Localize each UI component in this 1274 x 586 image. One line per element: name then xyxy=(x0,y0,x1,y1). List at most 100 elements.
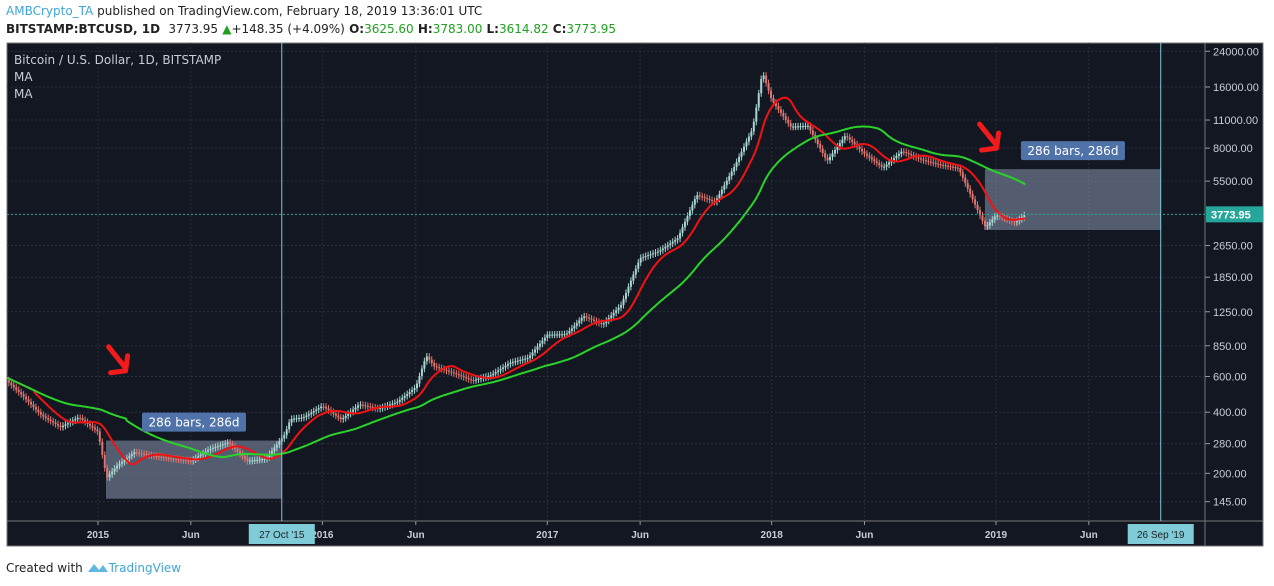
candle-body xyxy=(263,458,266,460)
candle-body xyxy=(511,362,514,364)
legend-ma-fast[interactable]: MA xyxy=(14,70,33,84)
price-chart[interactable]: 286 bars, 286d 286 bars, 286d 24000.00 1600… xyxy=(0,0,1274,560)
candle-body xyxy=(750,131,753,137)
candle-body xyxy=(214,447,217,449)
candle-body xyxy=(17,389,20,393)
candle-body xyxy=(888,162,891,165)
x-tick-label: Jun xyxy=(1080,530,1098,541)
candle-body xyxy=(182,459,185,461)
candle-body xyxy=(742,146,745,152)
candle-body xyxy=(1023,215,1026,218)
candle-body xyxy=(123,459,126,462)
candle-body xyxy=(674,240,677,242)
candle-body xyxy=(543,337,546,341)
candle-body xyxy=(829,156,832,161)
candle-body xyxy=(393,402,396,404)
plot-pane[interactable]: 286 bars, 286d 286 bars, 286d xyxy=(4,43,1205,521)
candle-body xyxy=(949,166,952,168)
candle-body xyxy=(526,357,529,359)
candle-body xyxy=(39,412,42,415)
candle-body xyxy=(116,465,119,469)
candle-body xyxy=(275,444,278,448)
tradingview-link[interactable]: TradingView xyxy=(108,561,182,575)
candle-body xyxy=(713,200,716,202)
ma-fast-line[interactable] xyxy=(4,96,1026,466)
candle-body xyxy=(138,452,141,454)
candle-body xyxy=(934,162,937,164)
candle-body xyxy=(831,153,834,157)
candle-body xyxy=(103,454,106,469)
candle-body xyxy=(379,408,382,410)
candle-body xyxy=(649,254,652,256)
candle-body xyxy=(536,346,539,350)
candle-body xyxy=(477,378,480,380)
candle-body xyxy=(907,153,910,155)
candle-body xyxy=(956,167,959,169)
candle-body xyxy=(408,392,411,395)
candle-body xyxy=(327,408,330,411)
candle-body xyxy=(288,422,291,430)
candle-body xyxy=(452,372,455,374)
legend-ma-slow[interactable]: MA xyxy=(14,87,33,101)
candle-body xyxy=(261,459,264,461)
candle-body xyxy=(315,409,318,412)
candle-body xyxy=(802,126,805,128)
candle-body xyxy=(979,210,982,216)
candle-body xyxy=(59,425,62,428)
candle-body xyxy=(583,316,586,319)
candle-body xyxy=(202,453,205,455)
candle-body xyxy=(519,359,522,361)
candle-body xyxy=(593,319,596,321)
candle-body xyxy=(971,193,974,200)
candle-body xyxy=(302,417,305,419)
candle-body xyxy=(462,376,465,378)
ma-slow-line[interactable] xyxy=(4,125,1026,459)
candle-body xyxy=(79,417,82,419)
candle-body xyxy=(251,460,254,462)
candle-body xyxy=(703,197,706,199)
candle-body xyxy=(620,304,623,308)
candle-body xyxy=(354,407,357,410)
open-value: 3625.60 xyxy=(364,22,414,36)
candle-body xyxy=(54,422,57,425)
candle-body xyxy=(224,443,227,445)
candle-body xyxy=(885,164,888,167)
candle-body xyxy=(295,418,298,420)
candle-body xyxy=(15,387,18,390)
candle-body xyxy=(81,418,84,421)
candle-body xyxy=(283,435,286,439)
candle-body xyxy=(84,420,87,422)
candle-body xyxy=(20,392,23,395)
x-tick-label: Jun xyxy=(407,530,425,541)
candle-body xyxy=(445,369,448,371)
candle-body xyxy=(467,378,470,380)
candle-body xyxy=(120,461,123,464)
candle-body xyxy=(861,149,864,152)
candle-body xyxy=(723,185,726,190)
candle-body xyxy=(64,424,67,426)
candle-body xyxy=(679,232,682,239)
open-label: O: xyxy=(349,22,365,36)
candle-body xyxy=(433,363,436,367)
candle-body xyxy=(652,253,655,255)
candle-body xyxy=(369,406,372,408)
candle-body xyxy=(757,93,760,108)
candle-body xyxy=(356,405,359,408)
candle-body xyxy=(470,379,473,381)
legend-title: Bitcoin / U.S. Dollar, 1D, BITSTAMP xyxy=(14,53,222,67)
candle-body xyxy=(730,171,733,177)
author-link[interactable]: AMBCrypto_TA xyxy=(6,4,94,18)
candle-body xyxy=(664,246,667,249)
y-tick-label: 1250.00 xyxy=(1213,307,1253,319)
candle-body xyxy=(334,413,337,416)
candle-body xyxy=(863,151,866,154)
candle-body xyxy=(691,204,694,211)
candle-body xyxy=(204,451,207,454)
x-tick-label: Jun xyxy=(182,530,200,541)
candle-body xyxy=(118,463,121,466)
candle-body xyxy=(676,238,679,241)
candle-body xyxy=(996,215,999,217)
candle-body xyxy=(143,453,146,455)
candle-body xyxy=(401,397,404,400)
candle-body xyxy=(30,401,33,405)
